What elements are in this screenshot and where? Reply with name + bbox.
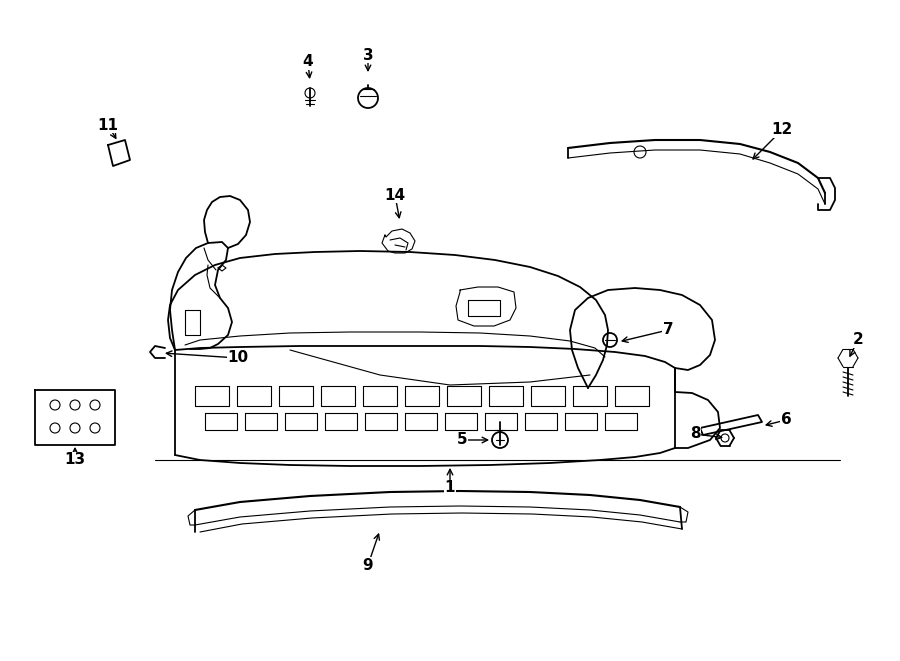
Text: 12: 12 — [771, 122, 793, 137]
Text: 1: 1 — [445, 481, 455, 496]
Text: 13: 13 — [65, 453, 86, 467]
Text: 14: 14 — [384, 188, 406, 202]
Text: 9: 9 — [363, 557, 374, 572]
Text: 11: 11 — [97, 118, 119, 132]
Text: 5: 5 — [456, 432, 467, 447]
Text: 2: 2 — [852, 332, 863, 348]
Text: 6: 6 — [780, 412, 791, 428]
Text: 7: 7 — [662, 323, 673, 338]
Text: 8: 8 — [689, 426, 700, 442]
Text: 3: 3 — [363, 48, 374, 63]
Text: 4: 4 — [302, 54, 313, 69]
Text: 10: 10 — [228, 350, 248, 366]
